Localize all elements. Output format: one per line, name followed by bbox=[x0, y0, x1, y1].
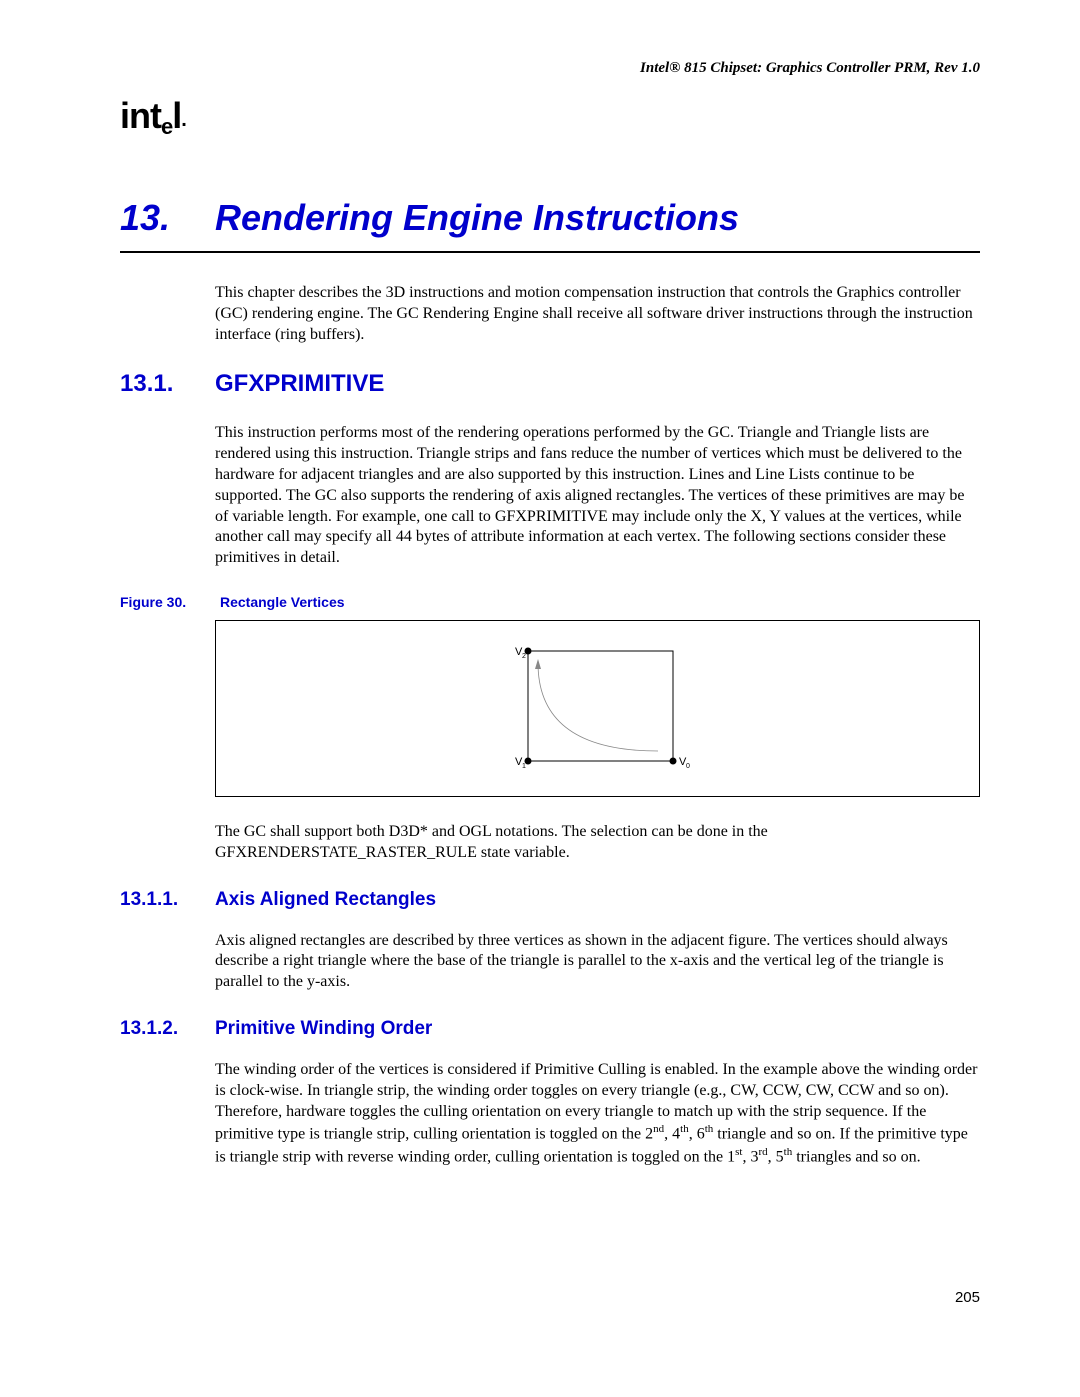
section-title: Primitive Winding Order bbox=[215, 1018, 432, 1039]
section-number: 13.1.2. bbox=[120, 1018, 215, 1040]
section-13-1-1-paragraph: Axis aligned rectangles are described by… bbox=[215, 931, 980, 993]
figure-title: Rectangle Vertices bbox=[220, 594, 345, 610]
figure-box: V 2 V 1 V 0 bbox=[215, 620, 980, 797]
doc-header: Intel® 815 Chipset: Graphics Controller … bbox=[240, 60, 980, 77]
header-row: Intel® 815 Chipset: Graphics Controller … bbox=[120, 60, 980, 77]
svg-text:2: 2 bbox=[522, 653, 526, 660]
chapter-number: 13. bbox=[120, 197, 215, 239]
figure-caption: Figure 30.Rectangle Vertices bbox=[120, 594, 980, 610]
section-13-1-2-paragraph: The winding order of the vertices is con… bbox=[215, 1060, 980, 1169]
section-number: 13.1.1. bbox=[120, 889, 215, 911]
section-13-1-1-heading: 13.1.1.Axis Aligned Rectangles bbox=[120, 889, 980, 911]
chapter-title-text: Rendering Engine Instructions bbox=[215, 197, 739, 238]
intro-paragraph: This chapter describes the 3D instructio… bbox=[215, 283, 980, 345]
svg-text:1: 1 bbox=[522, 763, 526, 770]
figure-label: Figure 30. bbox=[120, 594, 220, 610]
chapter-title: 13.Rendering Engine Instructions bbox=[120, 197, 980, 253]
page: Intel® 815 Chipset: Graphics Controller … bbox=[0, 0, 1080, 1366]
after-figure-paragraph: The GC shall support both D3D* and OGL n… bbox=[215, 822, 980, 864]
section-title: GFXPRIMITIVE bbox=[215, 370, 384, 397]
section-13-1-heading: 13.1.GFXPRIMITIVE bbox=[120, 370, 980, 398]
intel-logo: intel. bbox=[120, 95, 980, 137]
section-title: Axis Aligned Rectangles bbox=[215, 889, 436, 910]
rectangle-vertices-svg: V 2 V 1 V 0 bbox=[218, 621, 978, 796]
section-number: 13.1. bbox=[120, 370, 215, 398]
section-13-1-2-heading: 13.1.2.Primitive Winding Order bbox=[120, 1018, 980, 1040]
page-number: 205 bbox=[120, 1289, 980, 1306]
section-13-1-paragraph: This instruction performs most of the re… bbox=[215, 423, 980, 569]
svg-text:0: 0 bbox=[686, 763, 690, 770]
